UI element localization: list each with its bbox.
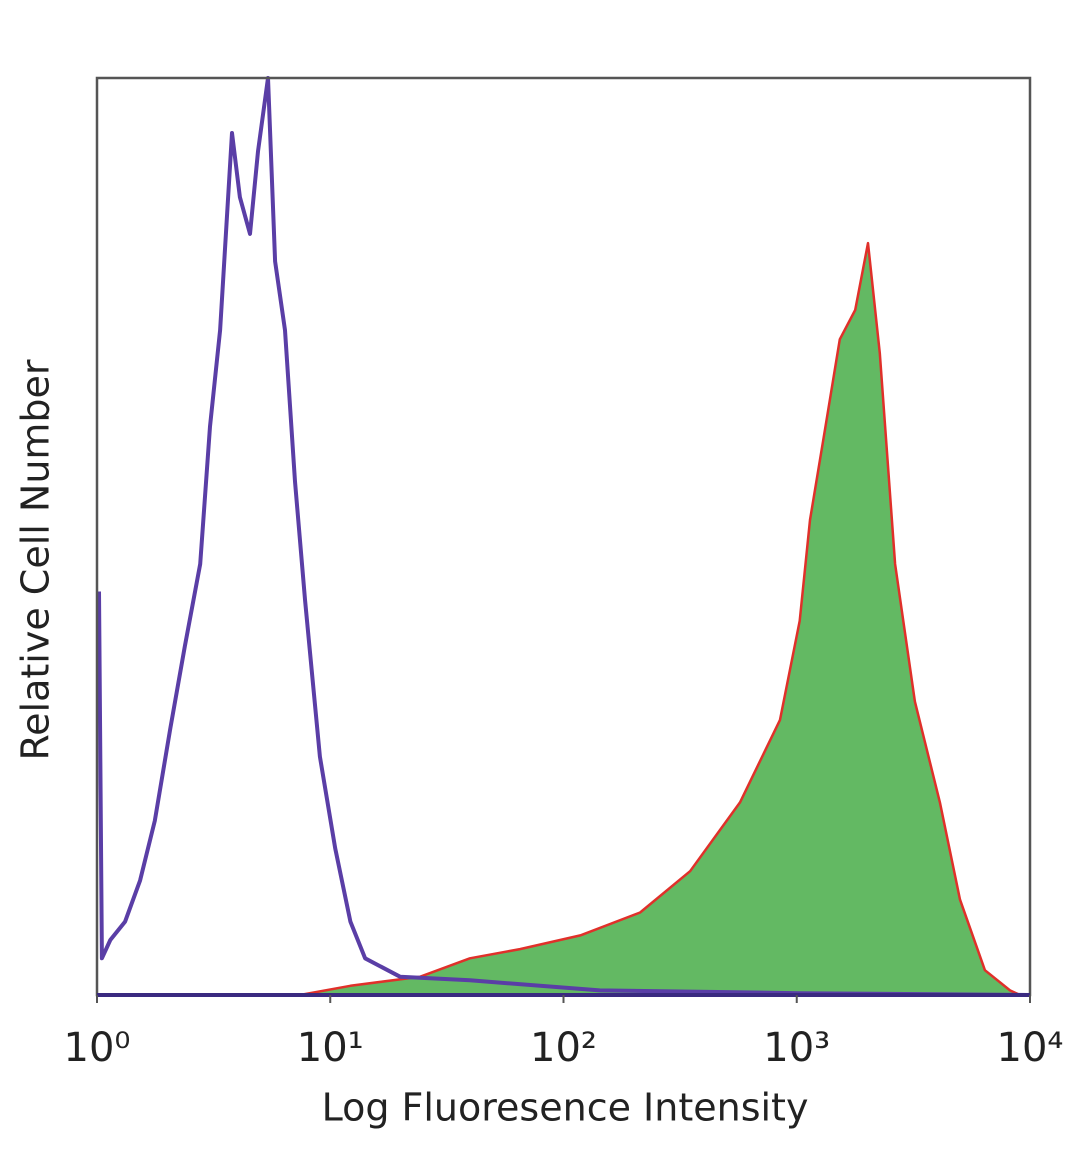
histogram-line xyxy=(97,76,1031,997)
x-tick-label: 10⁰ xyxy=(64,1025,131,1071)
x-tick-label: 10³ xyxy=(763,1025,830,1071)
histogram-area xyxy=(298,241,1022,997)
x-tick-label: 10¹ xyxy=(297,1025,364,1071)
x-axis-label: Log Fluoresence Intensity xyxy=(322,1086,809,1130)
y-axis-label: Relative Cell Number xyxy=(14,359,58,760)
x-tick-label: 10⁴ xyxy=(997,1025,1064,1071)
x-tick-label: 10² xyxy=(530,1025,597,1071)
